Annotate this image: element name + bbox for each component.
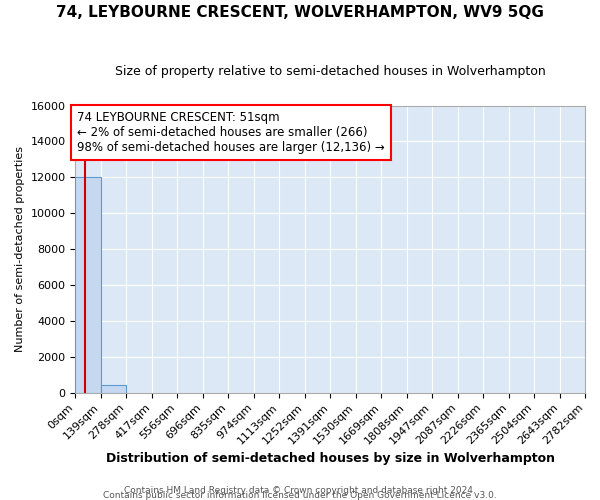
- Text: 74, LEYBOURNE CRESCENT, WOLVERHAMPTON, WV9 5QG: 74, LEYBOURNE CRESCENT, WOLVERHAMPTON, W…: [56, 5, 544, 20]
- X-axis label: Distribution of semi-detached houses by size in Wolverhampton: Distribution of semi-detached houses by …: [106, 452, 555, 465]
- Bar: [101, 384, 127, 392]
- Text: Contains HM Land Registry data © Crown copyright and database right 2024.: Contains HM Land Registry data © Crown c…: [124, 486, 476, 495]
- Title: Size of property relative to semi-detached houses in Wolverhampton: Size of property relative to semi-detach…: [115, 65, 545, 78]
- Text: 74 LEYBOURNE CRESCENT: 51sqm
← 2% of semi-detached houses are smaller (266)
98% : 74 LEYBOURNE CRESCENT: 51sqm ← 2% of sem…: [77, 111, 385, 154]
- Bar: [76, 178, 101, 392]
- Y-axis label: Number of semi-detached properties: Number of semi-detached properties: [15, 146, 25, 352]
- Text: Contains public sector information licensed under the Open Government Licence v3: Contains public sector information licen…: [103, 491, 497, 500]
